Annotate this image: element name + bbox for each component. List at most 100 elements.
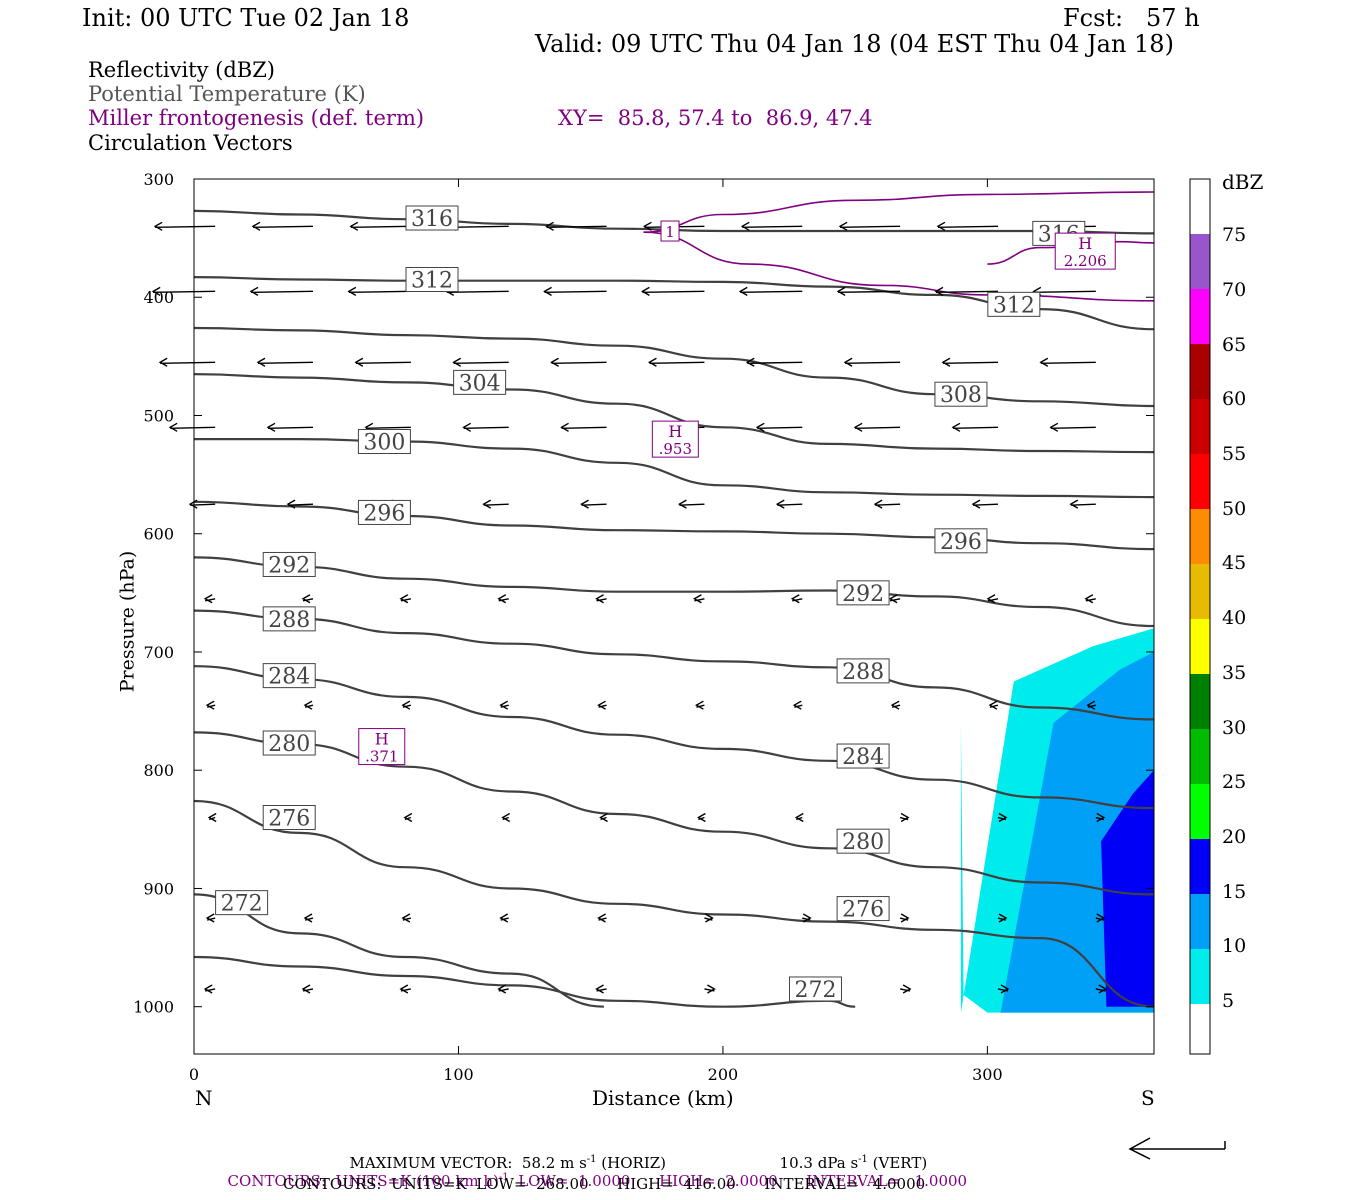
circulation-vector-head	[501, 812, 511, 823]
colorbar-label-70: 70	[1222, 278, 1247, 301]
circulation-vector-head	[951, 422, 961, 432]
theta-label-284: 284	[842, 745, 884, 770]
circulation-vector	[1095, 917, 1104, 921]
theta-contour-296	[193, 500, 1155, 551]
theta-label-272: 272	[221, 892, 263, 917]
circulation-vector-head	[1096, 913, 1106, 923]
colorbar-label-15: 15	[1222, 880, 1247, 903]
colorbar-title: dBZ	[1222, 170, 1264, 194]
circulation-vector	[679, 503, 705, 506]
circulation-vector	[206, 704, 216, 708]
circulation-vector	[267, 426, 314, 430]
x-tick-label: 100	[443, 1065, 474, 1084]
circulation-vector	[402, 704, 412, 708]
circulation-vector	[942, 361, 998, 364]
theta-label-284: 284	[268, 665, 310, 690]
frontogenesis-contour-label-box	[660, 220, 680, 242]
circulation-vector	[365, 426, 411, 430]
colorbar-bin-15	[1190, 894, 1210, 949]
circulation-vector-head	[203, 594, 213, 604]
circulation-vector-head	[168, 422, 178, 432]
circulation-vector-head	[301, 594, 311, 604]
frontogenesis-max-box	[358, 728, 406, 766]
circulation-vector-head	[1096, 812, 1106, 823]
colorbar-label-40: 40	[1222, 607, 1247, 630]
max-vector-vert-text: 10.3 dPa s	[779, 1154, 859, 1172]
circulation-vector	[642, 290, 705, 294]
max-vector-vert-unit: (VERT)	[867, 1154, 928, 1172]
circulation-vector-head	[678, 499, 687, 509]
circulation-vector	[875, 503, 901, 506]
circulation-vector-head	[401, 913, 411, 923]
colorbar-bin-45	[1190, 564, 1210, 619]
max-vector-horiz-unit: (HORIZ)	[596, 1154, 667, 1172]
circulation-vector-head	[838, 221, 848, 231]
theta-label-308: 308	[940, 383, 982, 408]
circulation-vector	[989, 704, 999, 708]
circulation-vector	[937, 225, 998, 228]
colorbar-bin-10	[1190, 949, 1210, 1004]
frontogenesis-contour-0	[643, 191, 1155, 233]
circulation-vector-head	[205, 913, 215, 923]
circulation-vector-head	[499, 913, 509, 923]
circulation-vector	[952, 426, 998, 430]
circulation-vector-head	[836, 286, 846, 296]
circulation-vector	[649, 361, 705, 364]
colorbar-label-60: 60	[1222, 388, 1247, 411]
circulation-vector	[845, 361, 901, 364]
theta-contour-304	[193, 373, 1155, 454]
theta-contour-276	[193, 799, 1155, 1008]
circulation-vector	[935, 290, 998, 294]
legend-vectors: Circulation Vectors	[88, 131, 293, 155]
legend-frontogenesis: Miller frontogenesis (def. term)	[88, 106, 425, 130]
circulation-vector-head	[207, 812, 217, 823]
theta-contour-272	[193, 955, 856, 1008]
circulation-vector-head	[934, 286, 944, 296]
colorbar-label-65: 65	[1222, 333, 1247, 356]
circulation-vector-head	[153, 221, 163, 231]
circulation-vector	[838, 290, 901, 294]
circulation-vector-head	[399, 984, 409, 994]
circulation-vector	[544, 290, 607, 294]
contours-fgen-exp: -1	[498, 1172, 509, 1183]
theta-label-box	[987, 291, 1041, 317]
theta-label-box	[836, 896, 890, 922]
max-vector-horiz-text: MAXIMUM VECTOR: 58.2 m s	[349, 1154, 587, 1172]
circulation-vector-head	[349, 221, 359, 231]
colorbar-bin-20	[1190, 839, 1210, 894]
circulation-vector-head	[707, 984, 716, 994]
frontogenesis-max-label: H	[1078, 234, 1092, 253]
colorbar-bin-50	[1190, 509, 1210, 564]
circulation-vector-head	[738, 286, 748, 296]
circulation-vector-head	[853, 422, 863, 432]
theta-label-288: 288	[842, 660, 884, 685]
theta-label-box	[836, 743, 890, 769]
circulation-vector	[153, 290, 216, 294]
circulation-vector-head	[188, 499, 198, 509]
colorbar-bin-65	[1190, 344, 1210, 399]
circulation-vector-head	[998, 913, 1008, 923]
circulation-vector-head	[643, 221, 652, 231]
x-tick-label: 200	[708, 1065, 739, 1084]
circulation-vector-head	[403, 812, 413, 823]
circulation-vector-head	[497, 984, 507, 994]
circulation-vector-head	[303, 913, 313, 923]
circulation-vector	[757, 426, 803, 430]
circulation-vector-head	[597, 913, 606, 923]
frontogenesis-max-box	[1054, 232, 1116, 270]
circulation-vector	[160, 361, 216, 364]
circulation-vector-head	[745, 357, 755, 367]
circulation-vector	[304, 704, 314, 708]
circulation-vector-head	[971, 499, 981, 509]
colorbar-bin-30	[1190, 729, 1210, 784]
init-time: Init: 00 UTC Tue 02 Jan 18	[82, 4, 410, 32]
circulation-vector	[997, 917, 1007, 921]
theta-label-box	[836, 658, 890, 684]
circulation-vector	[891, 704, 901, 708]
colorbar-label-45: 45	[1222, 552, 1247, 575]
theta-label-box	[934, 381, 988, 407]
circulation-vector	[402, 917, 412, 921]
circulation-vector	[448, 225, 509, 228]
circulation-vector	[304, 917, 314, 921]
